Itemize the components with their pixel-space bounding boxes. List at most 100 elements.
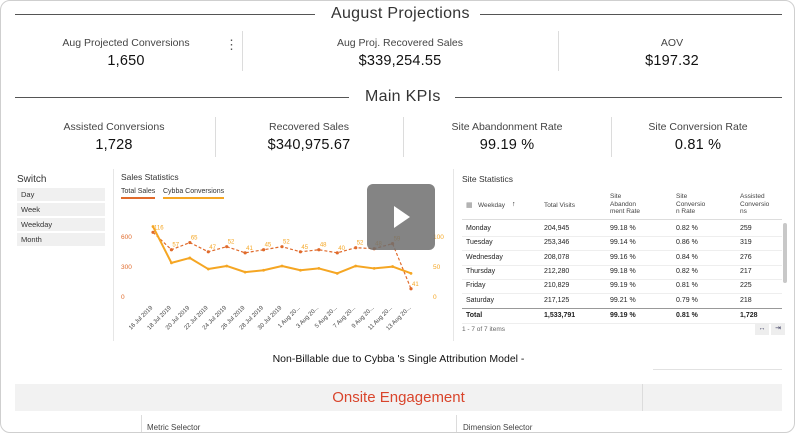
- cybba-conversions-point: [335, 271, 339, 275]
- kpi-separator: [242, 31, 243, 71]
- kpi-aov: AOV $197.32: [561, 37, 783, 69]
- panel-separator: [456, 415, 457, 432]
- sales-statistics-chart: 116576547524145524548405248594116 Jul 20…: [128, 225, 419, 332]
- y-right-tick: 50: [433, 264, 441, 271]
- table-cell: Friday: [466, 282, 486, 290]
- table-cell: 99.18 %: [610, 267, 636, 275]
- cybba-conversions-point: [170, 261, 173, 265]
- table-cell: 1,728: [740, 311, 758, 319]
- tab-cybba-conversions[interactable]: Cybba Conversions: [163, 188, 225, 199]
- table-scrollbar[interactable]: [783, 223, 787, 283]
- total-sales-point: [206, 250, 210, 254]
- data-label: 52: [228, 240, 235, 246]
- kpi-aug-projected-conversions: Aug Projected Conversions 1,650: [15, 37, 237, 69]
- table-cell: 212,280: [544, 267, 570, 275]
- play-video-button[interactable]: [367, 184, 435, 250]
- table-row[interactable]: Friday 210,829 99.19 % 0.81 % 225: [462, 279, 782, 295]
- data-label: 116: [154, 225, 164, 231]
- table-row[interactable]: Monday 204,945 99.18 % 0.82 % 259: [462, 222, 782, 237]
- projections-title: August Projections: [331, 5, 470, 22]
- more-options-icon[interactable]: ⋮: [225, 37, 238, 52]
- switch-option-week[interactable]: Week: [17, 203, 105, 216]
- column-site-conversion-rate[interactable]: Site Conversio n Rate: [676, 193, 706, 215]
- table-cell: 99.19 %: [610, 311, 636, 319]
- total-sales-point: [225, 245, 229, 249]
- column-assisted-conversions[interactable]: Assisted Conversio ns: [740, 193, 770, 215]
- column-site-abandonment-rate[interactable]: Site Abandon ment Rate: [610, 193, 640, 215]
- table-cell: 0.81 %: [676, 282, 698, 290]
- divider: [653, 369, 782, 370]
- kpi-label: Assisted Conversions: [63, 121, 165, 133]
- table-row[interactable]: Tuesday 253,346 99.14 % 0.86 % 319: [462, 236, 782, 252]
- y-right-tick: 100: [433, 234, 444, 241]
- table-cell: 99.18 %: [610, 225, 636, 232]
- table-cell: Thursday: [466, 267, 496, 275]
- total-sales-point: [354, 246, 358, 250]
- cybba-conversions-point: [354, 264, 358, 268]
- kpi-label: Aug Projected Conversions: [62, 37, 190, 49]
- table-cell: 204,945: [544, 225, 570, 232]
- kpi-separator: [611, 117, 612, 157]
- table-cell: 0.84 %: [676, 253, 698, 261]
- cybba-conversions-point: [243, 270, 247, 274]
- pager-info: 1 - 7 of 7 items: [462, 326, 505, 333]
- kpi-assisted-conversions: Assisted Conversions 1,728: [15, 121, 213, 153]
- cybba-conversions-point: [372, 267, 376, 270]
- export-icon[interactable]: ⇥: [771, 323, 785, 335]
- table-cell: Total: [466, 311, 483, 319]
- cybba-conversions-point: [317, 267, 321, 270]
- sort-ascending-icon[interactable]: ↑: [512, 201, 516, 208]
- bar-separator: [642, 384, 643, 411]
- total-sales-point: [261, 248, 266, 252]
- table-cell: 217: [740, 267, 752, 275]
- cybba-conversions-point: [206, 267, 210, 271]
- tab-total-sales[interactable]: Total Sales: [121, 188, 156, 199]
- table-cell: 259: [740, 225, 752, 232]
- cybba-conversions-point: [299, 268, 302, 272]
- switch-title: Switch: [17, 174, 47, 185]
- table-cell: 0.82 %: [676, 267, 698, 275]
- column-total-visits[interactable]: Total Visits: [544, 202, 575, 209]
- onsite-engagement-title: Onsite Engagement: [332, 389, 465, 406]
- kpi-value: 99.19 %: [479, 137, 535, 153]
- table-row[interactable]: Saturday 217,125 99.21 % 0.79 % 218: [462, 294, 782, 309]
- table-cell: 99.16 %: [610, 253, 636, 261]
- table-total-row[interactable]: Total 1,533,791 99.19 % 0.81 % 1,728: [462, 307, 782, 324]
- kpi-site-conversion-rate: Site Conversion Rate 0.81 %: [613, 121, 783, 153]
- total-sales-point: [243, 251, 247, 255]
- switch-option-day[interactable]: Day: [17, 188, 105, 201]
- table-cell: 0.79 %: [676, 296, 698, 304]
- table-cell: 0.86 %: [676, 239, 698, 247]
- metric-selector-label[interactable]: Metric Selector: [147, 423, 201, 432]
- columns-icon[interactable]: ▦: [466, 202, 473, 209]
- kpi-separator: [215, 117, 216, 157]
- data-label: 47: [209, 245, 216, 251]
- table-cell: 99.14 %: [610, 239, 636, 247]
- kpi-value: 1,728: [95, 137, 133, 153]
- cybba-conversions-point: [262, 268, 265, 272]
- kpi-value: $197.32: [645, 53, 699, 69]
- kpi-separator: [403, 117, 404, 157]
- y-left-tick: 600: [121, 234, 132, 241]
- kpi-value: $340,975.67: [267, 137, 351, 153]
- table-row[interactable]: Wednesday 208,078 99.16 % 0.84 % 276: [462, 251, 782, 266]
- kpi-label: Aug Proj. Recovered Sales: [336, 37, 464, 49]
- panel-separator: [141, 415, 142, 432]
- resize-icon[interactable]: ↔: [755, 323, 769, 335]
- kpi-value: $339,254.55: [358, 53, 442, 69]
- table-cell: Saturday: [466, 296, 495, 304]
- data-label: 52: [357, 241, 364, 247]
- data-label: 48: [320, 243, 327, 249]
- panel-separator: [113, 169, 114, 341]
- divider-left: [15, 14, 315, 15]
- dimension-selector-label[interactable]: Dimension Selector: [463, 423, 533, 432]
- table-row[interactable]: Thursday 212,280 99.18 % 0.82 % 217: [462, 265, 782, 280]
- switch-option-weekday[interactable]: Weekday: [17, 218, 105, 231]
- divider-right: [455, 97, 782, 98]
- kpi-value: 1,650: [107, 53, 145, 69]
- kpi-label: AOV: [660, 37, 684, 49]
- switch-option-month[interactable]: Month: [17, 233, 105, 246]
- table-cell: Monday: [466, 225, 491, 232]
- column-weekday[interactable]: Weekday: [478, 202, 505, 209]
- data-label: 41: [412, 282, 419, 288]
